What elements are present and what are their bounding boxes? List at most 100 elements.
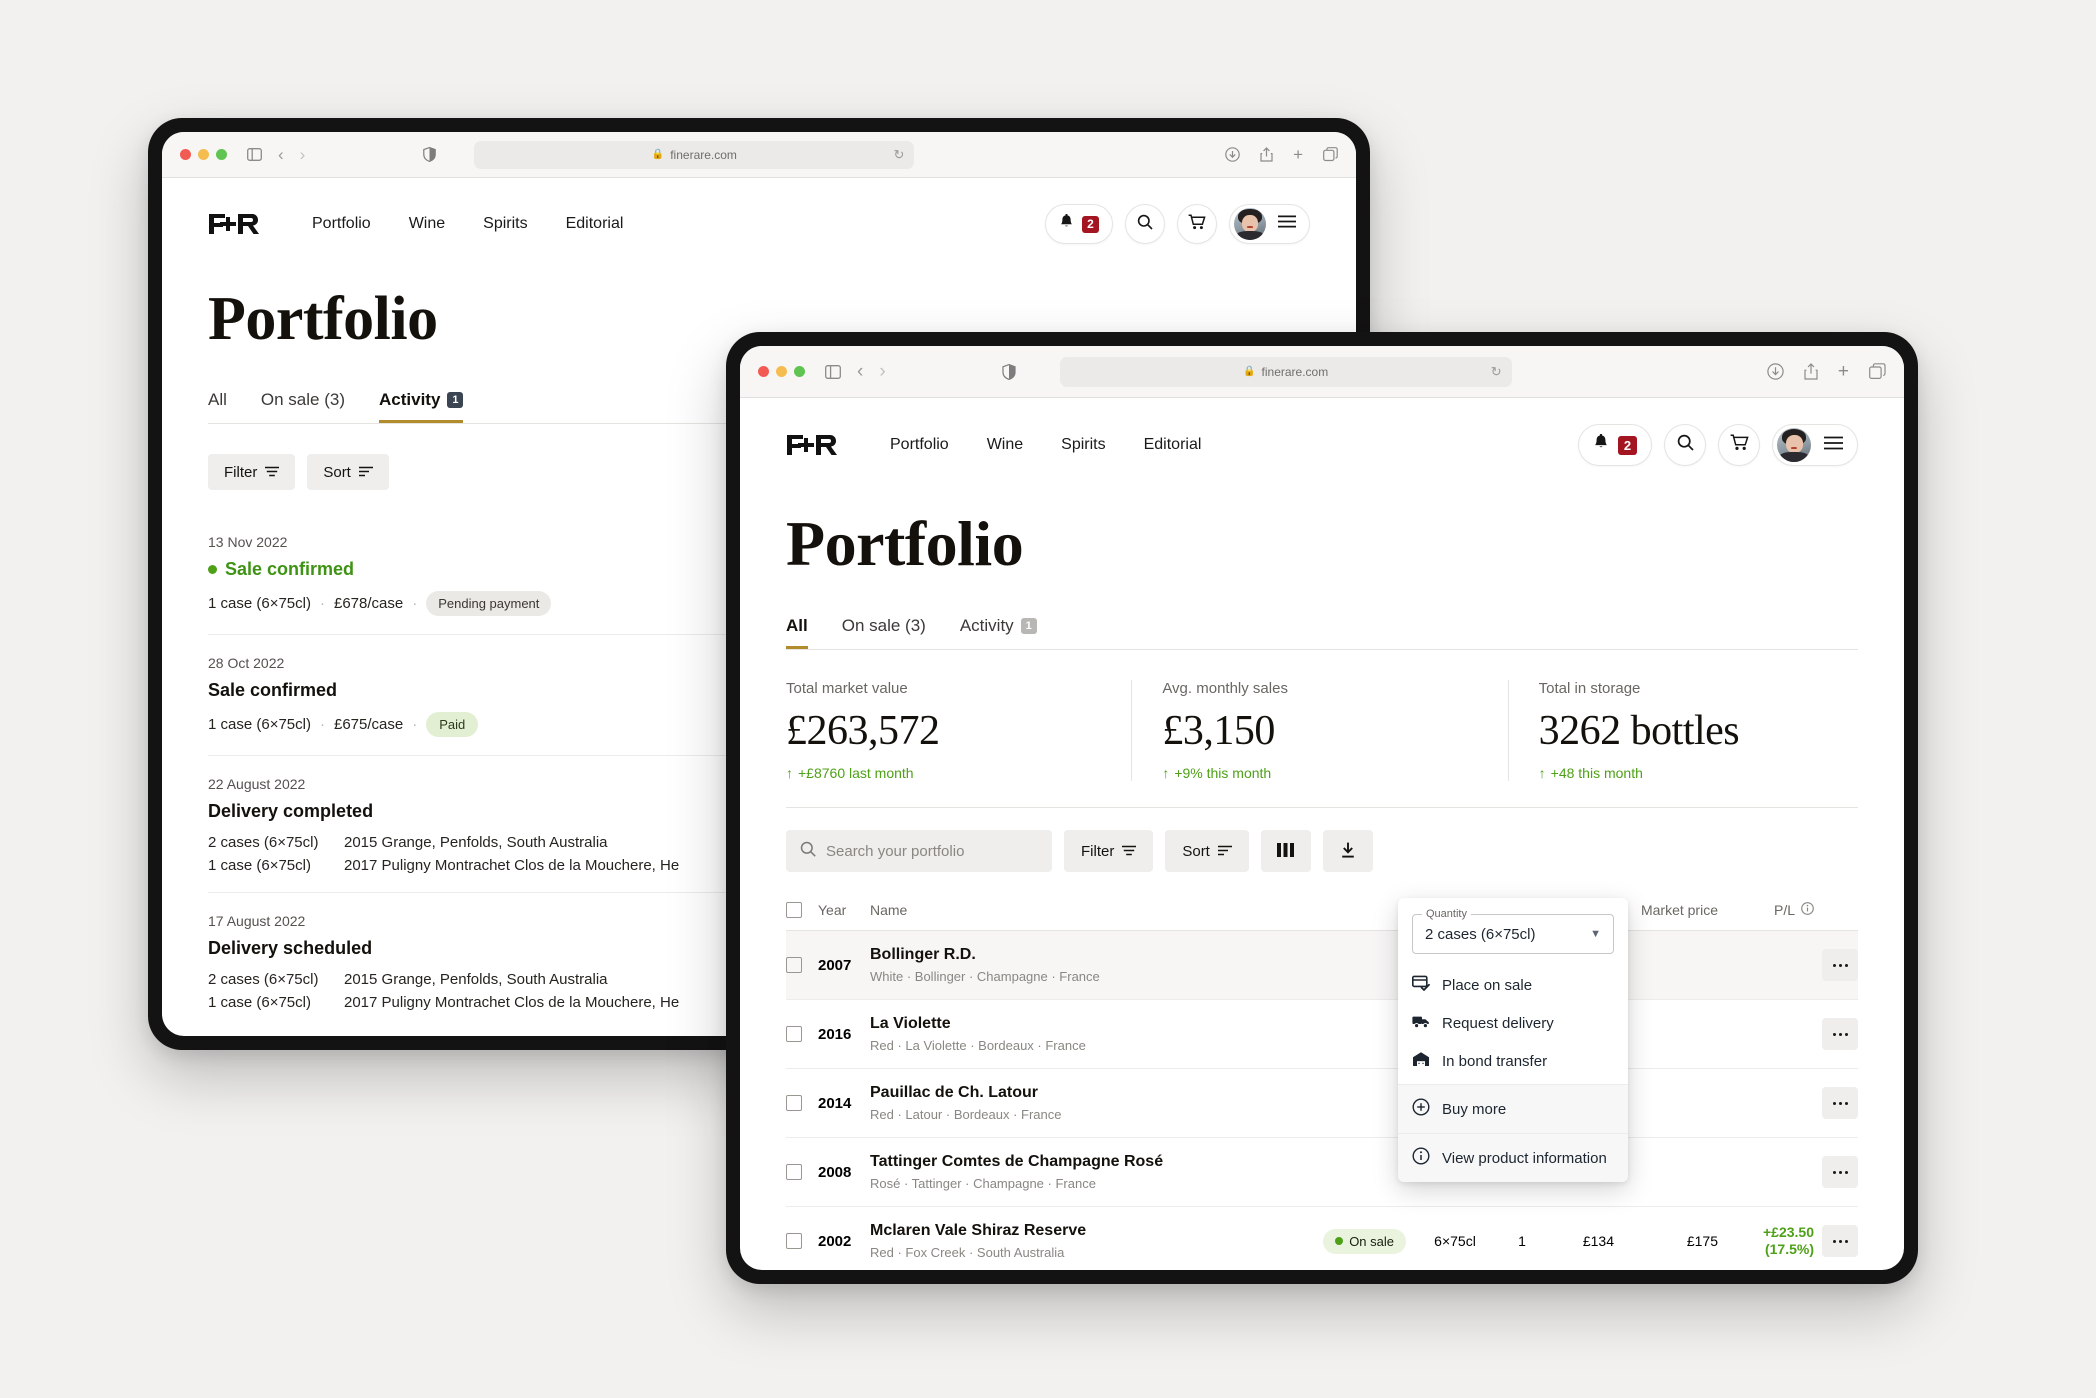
tabs-icon[interactable]: [1869, 363, 1886, 380]
downloads-icon[interactable]: [1225, 147, 1240, 162]
new-tab-icon[interactable]: +: [1837, 360, 1849, 382]
cart-button[interactable]: [1718, 424, 1760, 466]
window-controls[interactable]: [180, 149, 227, 160]
reload-icon[interactable]: ↻: [893, 146, 905, 162]
search-input[interactable]: Search your portfolio: [786, 830, 1052, 872]
address-bar[interactable]: 🔒 finerare.com ↻: [1059, 356, 1512, 387]
close-icon[interactable]: [758, 366, 769, 377]
quantity-select[interactable]: Quantity 2 cases (6×75cl) ▼: [1412, 908, 1614, 954]
column-market-price[interactable]: Market price: [1640, 902, 1718, 918]
nav-item-spirits[interactable]: Spirits: [483, 215, 528, 232]
cell-name[interactable]: Tattinger Comtes de Champagne Rosé: [870, 1153, 1164, 1170]
menu-item-in-bond-transfer[interactable]: In bond transfer: [1398, 1042, 1628, 1084]
search-button[interactable]: [1125, 204, 1165, 244]
chevron-down-icon[interactable]: ▼: [1590, 928, 1601, 940]
reload-icon[interactable]: ↻: [1490, 363, 1502, 379]
share-icon[interactable]: [1804, 363, 1818, 380]
menu-item-buy-more[interactable]: Buy more: [1398, 1084, 1628, 1133]
nav-item-wine[interactable]: Wine: [408, 215, 446, 232]
main-nav-front[interactable]: Portfolio Wine Spirits Editorial: [890, 436, 1201, 454]
sort-button-back[interactable]: Sort: [307, 454, 389, 490]
main-nav-back[interactable]: Portfolio Wine Spirits Editorial: [312, 215, 623, 233]
filter-button[interactable]: Filter: [1064, 830, 1154, 872]
cell-name[interactable]: La Violette: [870, 1015, 951, 1032]
notifications-button[interactable]: 2: [1578, 424, 1652, 466]
nav-item-portfolio[interactable]: Portfolio: [890, 436, 949, 453]
activity-row[interactable]: 17 August 2022 Delivery scheduled 2 case…: [208, 893, 1310, 1029]
maximize-icon[interactable]: [216, 149, 227, 160]
nav-item-wine[interactable]: Wine: [986, 436, 1024, 453]
filter-button-back[interactable]: Filter: [208, 454, 296, 490]
address-bar[interactable]: 🔒 finerare.com ↻: [474, 140, 915, 169]
column-name[interactable]: Name: [870, 902, 908, 918]
search-button[interactable]: [1664, 424, 1706, 466]
row-checkbox[interactable]: [786, 1095, 802, 1111]
tabs-front[interactable]: All On sale (3) Activity 1: [786, 616, 1858, 650]
shield-icon[interactable]: [1002, 363, 1016, 380]
row-actions-dropdown[interactable]: Quantity 2 cases (6×75cl) ▼ Place on sal…: [1398, 898, 1628, 1182]
column-pl[interactable]: P/L: [1718, 902, 1814, 918]
row-checkbox[interactable]: [786, 1233, 802, 1249]
menu-item-place-on-sale[interactable]: Place on sale: [1398, 966, 1628, 1005]
minimize-icon[interactable]: [776, 366, 787, 377]
tabs-icon[interactable]: [1323, 147, 1338, 162]
nav-item-portfolio[interactable]: Portfolio: [312, 215, 371, 232]
select-all-checkbox[interactable]: [786, 902, 802, 918]
info-icon[interactable]: [1801, 902, 1814, 918]
back-icon[interactable]: ‹: [278, 144, 284, 164]
account-menu-button[interactable]: [1229, 204, 1310, 244]
row-actions-button[interactable]: [1822, 1087, 1858, 1119]
nav-item-editorial[interactable]: Editorial: [565, 215, 624, 232]
new-tab-icon[interactable]: +: [1293, 144, 1303, 164]
shield-icon[interactable]: [423, 147, 437, 162]
account-menu-button[interactable]: [1772, 424, 1858, 466]
row-checkbox[interactable]: [786, 1164, 802, 1180]
avatar[interactable]: [1234, 208, 1266, 240]
cell-name[interactable]: Bollinger R.D.: [870, 946, 976, 963]
minimize-icon[interactable]: [198, 149, 209, 160]
row-checkbox[interactable]: [786, 1026, 802, 1042]
share-icon[interactable]: [1260, 147, 1273, 162]
row-actions-button[interactable]: [1822, 949, 1858, 981]
row-actions-button[interactable]: [1822, 1018, 1858, 1050]
cart-button[interactable]: [1177, 204, 1217, 244]
columns-button[interactable]: [1260, 830, 1311, 872]
table-row[interactable]: 2016 La Violette Red · La Violette · Bor…: [786, 1000, 1858, 1069]
avatar[interactable]: [1777, 428, 1811, 462]
downloads-icon[interactable]: [1767, 363, 1784, 380]
column-year[interactable]: Year: [818, 902, 847, 918]
back-icon[interactable]: ‹: [857, 360, 864, 382]
sort-button[interactable]: Sort: [1165, 830, 1249, 872]
table-row[interactable]: 2002 Mclaren Vale Shiraz Reserve Red · F…: [786, 1207, 1858, 1270]
tab-on-sale[interactable]: On sale (3): [261, 390, 345, 423]
row-actions-button[interactable]: [1822, 1225, 1858, 1257]
forward-icon[interactable]: ›: [879, 360, 886, 382]
maximize-icon[interactable]: [794, 366, 805, 377]
sidebar-icon[interactable]: [825, 364, 841, 379]
tab-activity[interactable]: Activity 1: [379, 390, 464, 423]
notifications-button[interactable]: 2: [1045, 204, 1113, 244]
row-checkbox[interactable]: [786, 957, 802, 973]
menu-item-request-delivery[interactable]: Request delivery: [1398, 1005, 1628, 1042]
brand-logo[interactable]: [786, 433, 838, 457]
table-row[interactable]: 2008 Tattinger Comtes de Champagne Rosé …: [786, 1138, 1858, 1207]
tab-all[interactable]: All: [786, 616, 808, 649]
table-row[interactable]: 2014 Pauillac de Ch. Latour Red · Latour…: [786, 1069, 1858, 1138]
nav-item-editorial[interactable]: Editorial: [1143, 436, 1202, 453]
menu-item-view-product-information[interactable]: View product information: [1398, 1133, 1628, 1182]
tab-on-sale[interactable]: On sale (3): [842, 616, 926, 649]
tab-activity[interactable]: Activity 1: [960, 616, 1037, 649]
cell-name[interactable]: Pauillac de Ch. Latour: [870, 1084, 1039, 1101]
table-row[interactable]: 2007 Bollinger R.D. White · Bollinger · …: [786, 931, 1858, 1000]
cell-name[interactable]: Mclaren Vale Shiraz Reserve: [870, 1222, 1087, 1239]
tab-all[interactable]: All: [208, 390, 227, 423]
bell-icon: [1593, 433, 1609, 456]
close-icon[interactable]: [180, 149, 191, 160]
window-controls[interactable]: [758, 366, 805, 377]
sidebar-icon[interactable]: [247, 148, 262, 161]
brand-logo[interactable]: [208, 212, 260, 236]
download-button[interactable]: [1322, 830, 1373, 872]
nav-item-spirits[interactable]: Spirits: [1061, 436, 1106, 453]
forward-icon[interactable]: ›: [299, 144, 306, 164]
row-actions-button[interactable]: [1822, 1156, 1858, 1188]
